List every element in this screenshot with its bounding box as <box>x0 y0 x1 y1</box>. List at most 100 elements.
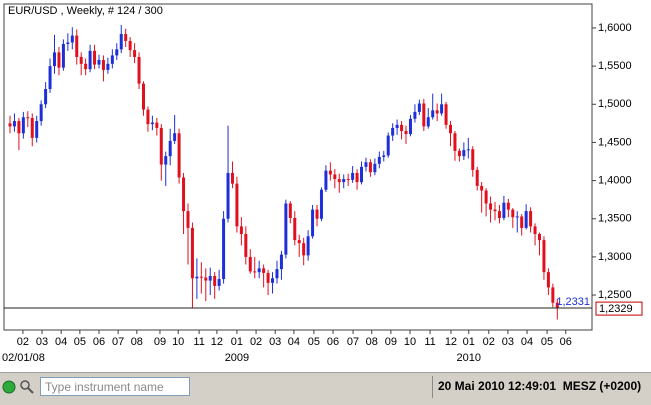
candle-body <box>373 163 377 173</box>
y-tick-label: 1,4000 <box>598 174 632 186</box>
candle-body <box>21 117 25 134</box>
x-tick-label: 05 <box>74 336 86 348</box>
icons <box>2 380 34 394</box>
candle-body <box>173 133 177 141</box>
y-tick-label: 1,2500 <box>598 289 632 301</box>
candle-body <box>288 203 292 218</box>
candle-body <box>511 209 515 218</box>
candle-body <box>382 155 386 157</box>
candle-body <box>426 117 430 127</box>
candle-body <box>386 135 390 156</box>
candle-body <box>502 202 506 218</box>
candle-body <box>279 254 283 270</box>
candle-body <box>368 162 372 173</box>
candle-body <box>146 109 150 125</box>
candle-body <box>395 124 399 128</box>
search-input[interactable]: Type instrument name <box>40 377 190 396</box>
candle-body <box>449 124 453 134</box>
candle-body <box>311 209 315 237</box>
candle-body <box>431 110 435 118</box>
x-tick-label: 06 <box>93 336 105 348</box>
candle-body <box>17 121 21 134</box>
connection-icon <box>2 380 16 394</box>
candle-body <box>137 56 141 84</box>
candle-body <box>271 278 275 283</box>
candle-body <box>306 236 310 256</box>
candle-body <box>182 177 186 212</box>
x-tick-label: 12 <box>445 336 457 348</box>
candle-body <box>48 66 52 90</box>
candle-body <box>230 172 234 184</box>
candle-body <box>213 275 217 286</box>
candle-body <box>257 268 261 273</box>
x-tick-label: 01 <box>463 336 475 348</box>
candle-body <box>542 240 546 273</box>
candle-body <box>155 122 159 128</box>
price-line-label: 1,2331 <box>556 296 590 308</box>
x-tick-label: 03 <box>502 336 514 348</box>
candle-body <box>328 170 332 175</box>
candle-body <box>444 104 448 125</box>
candle-body <box>226 172 230 219</box>
candle-body <box>79 56 83 64</box>
candle-body <box>364 162 368 167</box>
candle-body <box>106 63 110 70</box>
candle-body <box>239 226 243 235</box>
candle-body <box>35 121 39 138</box>
candle-body <box>88 50 92 70</box>
x-tick-label: 02 <box>483 336 495 348</box>
candle-body <box>391 127 395 136</box>
candle-body <box>546 272 550 288</box>
candle-body <box>475 169 479 186</box>
candle-body <box>199 276 203 278</box>
candle-body <box>159 127 163 165</box>
candle-body <box>524 211 528 228</box>
candle-body <box>346 179 350 181</box>
candle-body <box>177 133 181 178</box>
last-price-box <box>595 301 643 316</box>
candle-body <box>471 149 475 170</box>
x-tick-label: 03 <box>269 336 281 348</box>
candle-body <box>493 209 497 212</box>
search-icon <box>20 380 30 390</box>
candle-body <box>533 226 537 235</box>
candle-body <box>275 269 279 279</box>
candle-body <box>462 150 466 157</box>
candle-body <box>141 83 145 110</box>
x-tick-label: 04 <box>521 336 533 348</box>
candle-body <box>266 272 270 283</box>
candle-body <box>195 276 199 279</box>
candle-body <box>44 89 48 105</box>
y-tick-label: 1,4500 <box>598 136 632 148</box>
candle-body <box>360 166 364 183</box>
candle-body <box>315 209 319 219</box>
x-tick-label: 10 <box>404 336 416 348</box>
separator <box>432 376 433 398</box>
candle-body <box>84 63 88 70</box>
status-time: 20 Mai 2010 12:49:01 MESZ (+0200) <box>438 379 642 393</box>
candle-body <box>57 52 61 68</box>
candle-body <box>408 118 412 135</box>
period-label: 02/01/08 <box>2 352 45 364</box>
candle-body <box>97 60 101 65</box>
candle-body <box>244 234 248 257</box>
candle-body <box>164 156 168 165</box>
x-tick-label: 07 <box>347 336 359 348</box>
candle-body <box>417 103 421 112</box>
x-tick-label: 11 <box>424 336 435 348</box>
candle-body <box>115 49 119 56</box>
x-tick-label: 08 <box>366 336 378 348</box>
candle-body <box>8 123 12 127</box>
x-tick-label: 05 <box>541 336 553 348</box>
plot-frame <box>3 3 593 331</box>
x-tick-label: 09 <box>154 336 166 348</box>
candle-body <box>222 218 226 280</box>
x-tick-label: 05 <box>308 336 320 348</box>
candle-body <box>555 302 559 309</box>
y-tick-label: 1,3500 <box>598 213 632 225</box>
x-tick-label: 04 <box>288 336 300 348</box>
candle-body <box>217 279 221 286</box>
x-tick-label: 09 <box>385 336 397 348</box>
search-icon-handle <box>27 387 34 394</box>
candle-body <box>337 179 341 183</box>
